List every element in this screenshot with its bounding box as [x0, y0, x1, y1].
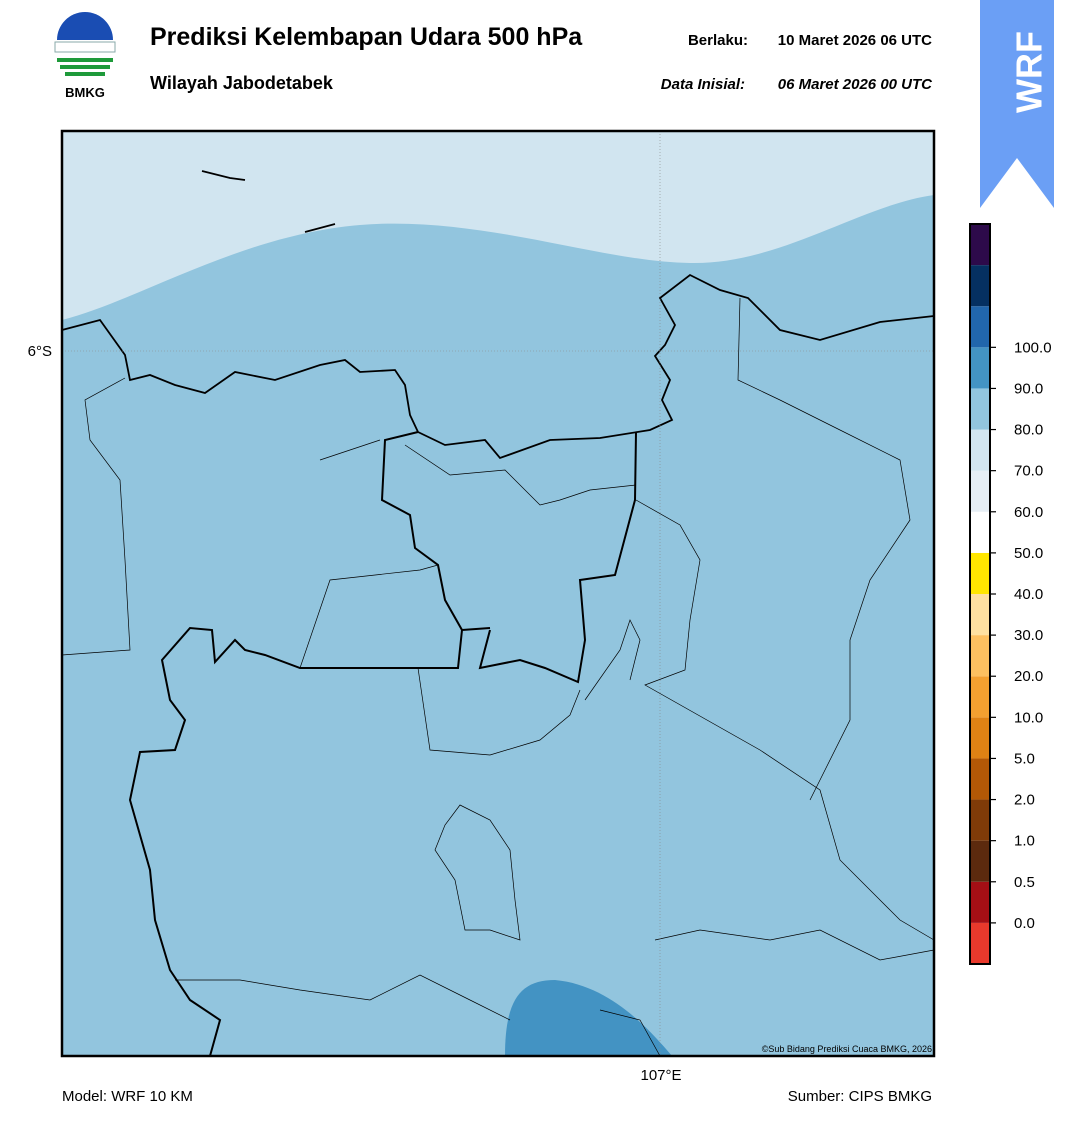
colorbar-tick-label: 0.5 [1014, 874, 1035, 891]
init-time: 06 Maret 2026 00 UTC [778, 76, 933, 93]
colorbar-segment [970, 717, 990, 759]
colorbar-segment [970, 347, 990, 389]
init-label: Data Inisial: [661, 76, 745, 93]
colorbar-tick-label: 40.0 [1014, 586, 1043, 603]
colorbar-frame [969, 223, 991, 965]
colorbar-tick-label: 1.0 [1014, 833, 1035, 850]
colorbar-tick-label: 50.0 [1014, 545, 1043, 562]
colorbar-tick-label: 0.0 [1014, 915, 1035, 932]
province-border [128, 431, 637, 1057]
colorbar-segment [970, 758, 990, 800]
colorbar-tick-label: 30.0 [1014, 627, 1043, 644]
colorbar-segment [970, 265, 990, 307]
logo: BMKG [54, 12, 116, 100]
footer-model: Model: WRF 10 KM [62, 1088, 193, 1105]
map: ©Sub Bidang Prediksi Cuaca BMKG, 2026 [60, 129, 936, 1058]
dry-region [62, 131, 934, 320]
colorbar-tick-label: 5.0 [1014, 750, 1035, 767]
colorbar: 0.0 0.5 1.0 2.0 5.0 10.0 20.0 30.0 40.0 50.0 60.0 7… [969, 223, 1052, 965]
model-badge-text: WRF [1009, 31, 1050, 113]
colorbar-segment [970, 594, 990, 636]
moist-region [62, 131, 934, 1056]
logo-text: BMKG [65, 85, 105, 100]
colorbar-segment [970, 635, 990, 677]
colorbar-segment [970, 511, 990, 553]
colorbar-tick-label: 2.0 [1014, 792, 1035, 809]
colorbar-segment [970, 922, 990, 964]
colorbar-tick-label: 80.0 [1014, 422, 1043, 439]
district-border [61, 297, 935, 1057]
footer-source: Sumber: CIPS BMKG [788, 1088, 932, 1105]
colorbar-segment [970, 840, 990, 882]
colorbar-tick-label: 20.0 [1014, 668, 1043, 685]
colorbar-segment [970, 881, 990, 923]
colorbar-segment [970, 224, 990, 266]
colorbar-segment [970, 552, 990, 594]
colorbar-tick-label: 70.0 [1014, 463, 1043, 480]
colorbar-segment [970, 676, 990, 718]
lat-label: 6°S [28, 343, 52, 360]
colorbar-segment [970, 470, 990, 512]
colorbar-tick-label: 100.0 [1014, 339, 1052, 356]
coastline [61, 170, 935, 460]
map-frame [60, 129, 936, 1058]
model-badge [980, 0, 1054, 208]
colorbar-tick-label: 10.0 [1014, 709, 1043, 726]
colorbar-segment [970, 799, 990, 841]
valid-time: 10 Maret 2026 06 UTC [778, 32, 932, 49]
colorbar-segment [970, 306, 990, 348]
colorbar-tick-label: 60.0 [1014, 504, 1043, 521]
colorbar-tick-label: 90.0 [1014, 380, 1043, 397]
lon-label: 107°E [640, 1067, 681, 1084]
colorbar-segment [970, 388, 990, 430]
valid-label: Berlaku: [688, 32, 748, 49]
wet-region [505, 980, 672, 1056]
colorbar-segment [970, 429, 990, 471]
credit: ©Sub Bidang Prediksi Cuaca BMKG, 2026 [762, 1044, 932, 1054]
subtitle: Wilayah Jabodetabek [150, 73, 334, 93]
title: Prediksi Kelembapan Udara 500 hPa [150, 23, 583, 51]
